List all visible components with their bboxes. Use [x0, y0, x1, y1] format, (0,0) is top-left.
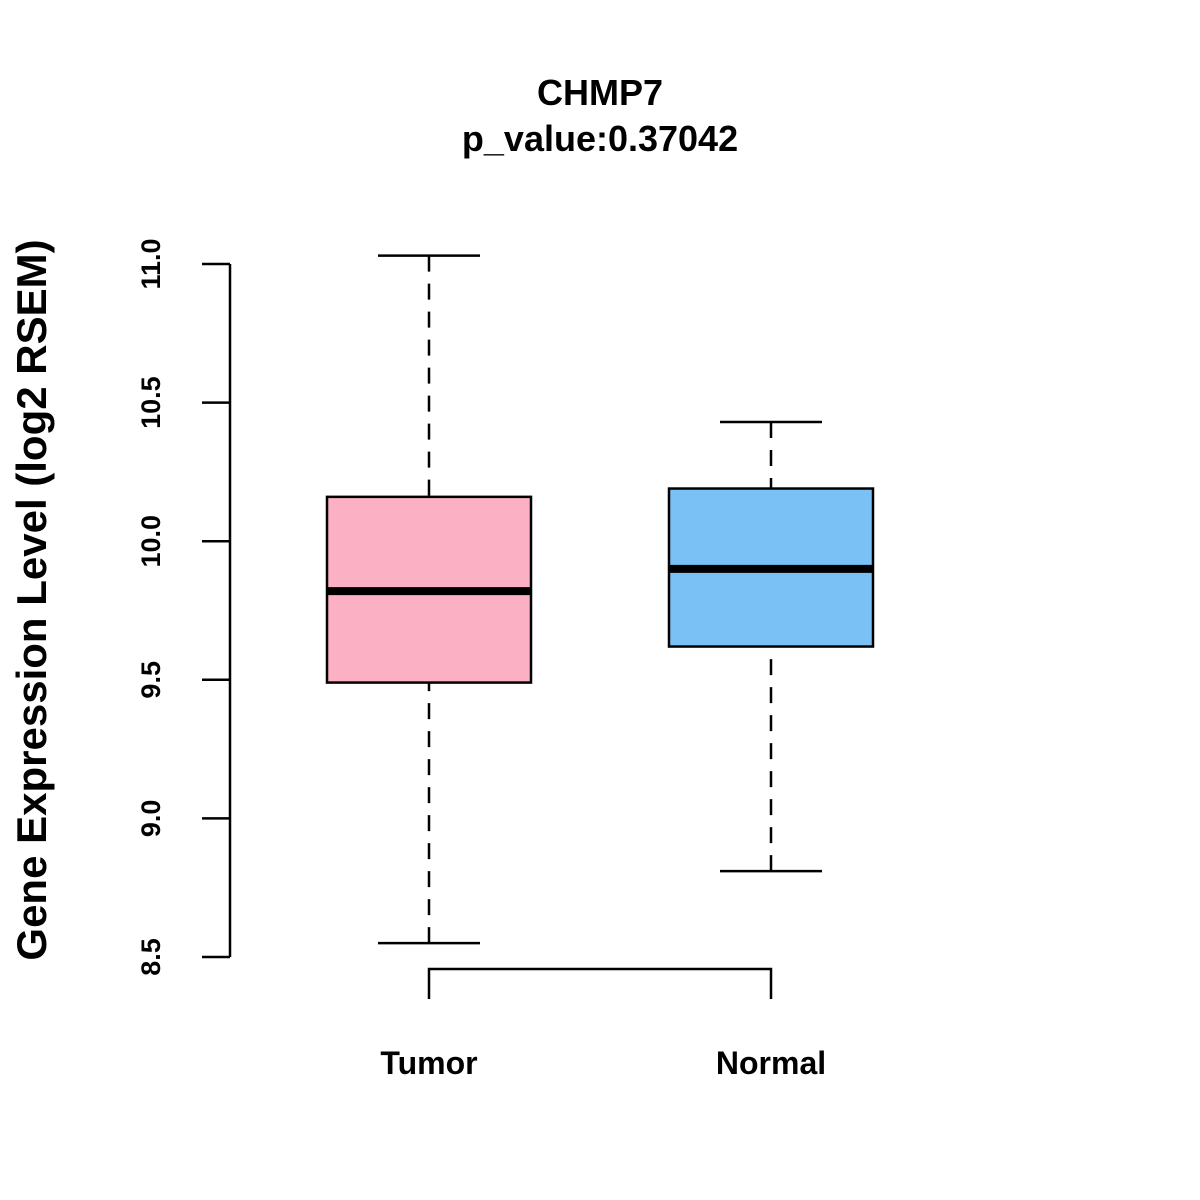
y-tick-label: 10.0	[136, 515, 166, 568]
y-tick-label: 9.0	[136, 800, 166, 838]
chart-title: CHMP7	[537, 72, 663, 113]
x-axis-labels: Tumor Normal	[380, 1045, 826, 1081]
y-axis: 8.5 9.0 9.5 10.0 10.5 11.0	[136, 238, 232, 976]
y-tick-label: 9.5	[136, 661, 166, 699]
y-tick-label: 11.0	[136, 238, 166, 289]
boxes-group	[325, 254, 875, 945]
box-normal	[667, 420, 875, 873]
box-tumor	[325, 254, 533, 945]
comparison-bracket	[427, 967, 773, 999]
bracket-line	[427, 967, 773, 999]
y-tick-label: 10.5	[136, 376, 166, 429]
chart-subtitle: p_value:0.37042	[462, 118, 738, 159]
x-label-tumor: Tumor	[380, 1045, 477, 1081]
y-tick-label: 8.5	[136, 938, 166, 976]
y-axis-label: Gene Expression Level (log2 RSEM)	[8, 239, 55, 960]
x-label-normal: Normal	[716, 1045, 826, 1081]
